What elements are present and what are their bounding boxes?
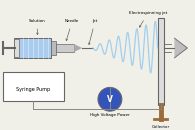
Text: High Voltage Power: High Voltage Power (90, 113, 130, 117)
Text: Jet: Jet (89, 19, 98, 45)
Bar (14, 38, 51, 58)
Text: Electrospinning jet: Electrospinning jet (129, 11, 167, 27)
Text: V: V (107, 95, 113, 104)
Bar (3, 72, 64, 101)
Text: Needle: Needle (65, 19, 79, 41)
Bar (158, 18, 164, 105)
Bar (51, 41, 56, 55)
Bar (56, 44, 74, 52)
Text: Solution: Solution (29, 19, 46, 35)
Bar (14, 39, 19, 57)
Polygon shape (74, 44, 82, 52)
Circle shape (98, 87, 122, 111)
Polygon shape (175, 38, 187, 58)
Text: Collector: Collector (152, 125, 170, 129)
Text: Syringe Pump: Syringe Pump (16, 87, 51, 92)
